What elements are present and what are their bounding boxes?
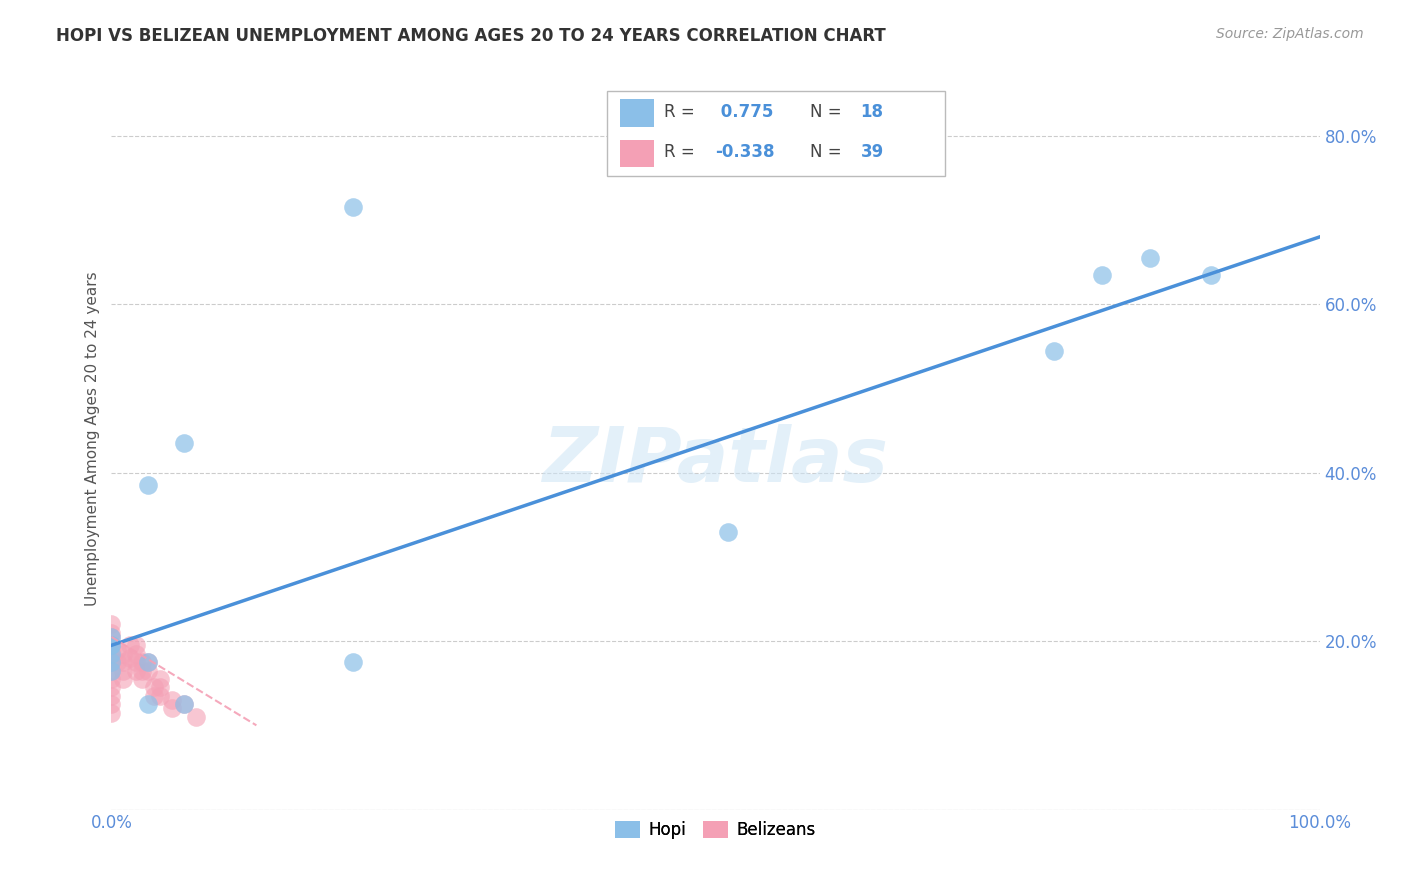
Point	[1042, 343, 1064, 358]
Point	[100, 698, 122, 712]
Point	[100, 655, 122, 669]
Point	[100, 681, 122, 695]
Point	[100, 664, 122, 678]
Point	[107, 642, 129, 657]
Point	[1091, 268, 1114, 282]
Point	[112, 647, 135, 661]
Point	[142, 689, 165, 703]
Point	[142, 681, 165, 695]
Point	[100, 647, 122, 661]
Point	[716, 524, 738, 539]
Point	[131, 672, 153, 686]
Point	[342, 655, 364, 669]
Point	[100, 689, 122, 703]
Point	[149, 689, 172, 703]
Y-axis label: Unemployment Among Ages 20 to 24 years: Unemployment Among Ages 20 to 24 years	[86, 272, 100, 607]
Point	[160, 701, 183, 715]
Point	[100, 655, 122, 669]
Point	[124, 655, 146, 669]
Point	[100, 642, 122, 657]
Point	[100, 617, 122, 632]
Point	[160, 693, 183, 707]
Point	[118, 638, 141, 652]
Point	[124, 647, 146, 661]
Point	[136, 664, 159, 678]
Point	[100, 638, 122, 652]
Text: ZIPatlas: ZIPatlas	[543, 425, 889, 499]
Point	[100, 638, 122, 652]
Point	[342, 201, 364, 215]
Point	[112, 664, 135, 678]
Legend: Hopi, Belizeans: Hopi, Belizeans	[609, 814, 823, 846]
Point	[149, 672, 172, 686]
Point	[136, 478, 159, 492]
Point	[173, 436, 195, 450]
Point	[131, 664, 153, 678]
Point	[184, 710, 207, 724]
Point	[1199, 268, 1222, 282]
Text: Source: ZipAtlas.com: Source: ZipAtlas.com	[1216, 27, 1364, 41]
Point	[112, 672, 135, 686]
Point	[100, 638, 122, 652]
Text: HOPI VS BELIZEAN UNEMPLOYMENT AMONG AGES 20 TO 24 YEARS CORRELATION CHART: HOPI VS BELIZEAN UNEMPLOYMENT AMONG AGES…	[56, 27, 886, 45]
Point	[1139, 251, 1161, 265]
Point	[149, 681, 172, 695]
Point	[100, 630, 122, 644]
Point	[136, 655, 159, 669]
Point	[136, 698, 159, 712]
Point	[136, 655, 159, 669]
Point	[100, 672, 122, 686]
Point	[100, 706, 122, 720]
Point	[100, 664, 122, 678]
Point	[173, 698, 195, 712]
Point	[100, 651, 122, 665]
Point	[173, 698, 195, 712]
Point	[118, 651, 141, 665]
Point	[124, 638, 146, 652]
Point	[124, 664, 146, 678]
Point	[100, 625, 122, 640]
Point	[107, 655, 129, 669]
Point	[131, 655, 153, 669]
Point	[100, 630, 122, 644]
Point	[112, 655, 135, 669]
